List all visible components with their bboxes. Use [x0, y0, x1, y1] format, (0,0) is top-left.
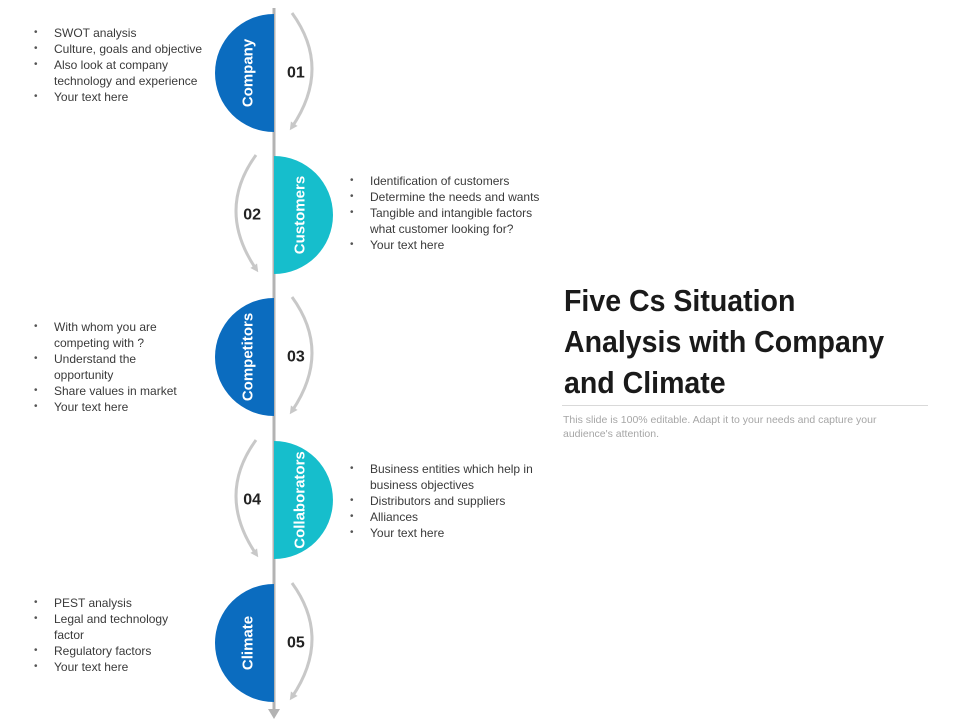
bullet-item: Your text here — [350, 237, 550, 253]
company-bullet-list: SWOT analysisCulture, goals and objectiv… — [34, 25, 219, 105]
bullet-item: With whom you are competing with ? — [34, 319, 194, 351]
customers-number: 02 — [243, 207, 261, 224]
bullet-item: Alliances — [350, 509, 535, 525]
competitors-half-circle — [215, 298, 274, 416]
climate-half-circle — [215, 584, 274, 702]
bullet-item: Your text here — [34, 659, 169, 675]
slide-subtitle: This slide is 100% editable. Adapt it to… — [563, 414, 877, 440]
bullet-item: Regulatory factors — [34, 643, 169, 659]
customers-cycle-arrow — [234, 154, 259, 273]
bullet-item: Share values in market — [34, 383, 194, 399]
company-label: Company — [240, 38, 257, 107]
customers-label: Customers — [292, 176, 309, 254]
bullet-item: Understand the opportunity — [34, 351, 194, 383]
collaborators-half-circle — [274, 441, 333, 559]
company-half-circle — [215, 14, 274, 132]
climate-number: 05 — [287, 635, 305, 652]
title-divider — [562, 405, 928, 406]
customers-half-circle — [274, 156, 333, 274]
bullet-item: Culture, goals and objective — [34, 41, 219, 57]
timeline-arrowhead — [268, 709, 280, 719]
collaborators-number: 04 — [243, 492, 261, 509]
climate-cycle-arrow — [289, 582, 314, 701]
collaborators-cycle-arrow — [234, 439, 259, 558]
bullet-item: SWOT analysis — [34, 25, 219, 41]
climate-label: Climate — [240, 616, 257, 670]
competitors-number: 03 — [287, 349, 305, 366]
company-number: 01 — [287, 65, 305, 82]
bullet-item: Your text here — [34, 399, 194, 415]
bullet-item: Also look at company technology and expe… — [34, 57, 219, 89]
bullet-item: Your text here — [350, 525, 535, 541]
bullet-item: Distributors and suppliers — [350, 493, 535, 509]
collaborators-bullet-list: Business entities which help in business… — [350, 461, 535, 541]
bullet-item: Tangible and intangible factors what cus… — [350, 205, 550, 237]
competitors-cycle-arrow — [289, 296, 314, 415]
bullet-item: Business entities which help in business… — [350, 461, 535, 493]
bullet-item: PEST analysis — [34, 595, 169, 611]
climate-bullet-list: PEST analysisLegal and technology factor… — [34, 595, 169, 675]
bullet-item: Identification of customers — [350, 173, 550, 189]
bullet-item: Your text here — [34, 89, 219, 105]
collaborators-label: Collaborators — [292, 451, 309, 549]
bullet-item: Legal and technology factor — [34, 611, 169, 643]
competitors-bullet-list: With whom you are competing with ?Unders… — [34, 319, 194, 415]
bullet-item: Determine the needs and wants — [350, 189, 550, 205]
competitors-label: Competitors — [240, 313, 257, 401]
company-cycle-arrow — [289, 12, 314, 131]
customers-bullet-list: Identification of customersDetermine the… — [350, 173, 550, 253]
slide-title: Five Cs Situation Analysis with Company … — [564, 283, 885, 400]
